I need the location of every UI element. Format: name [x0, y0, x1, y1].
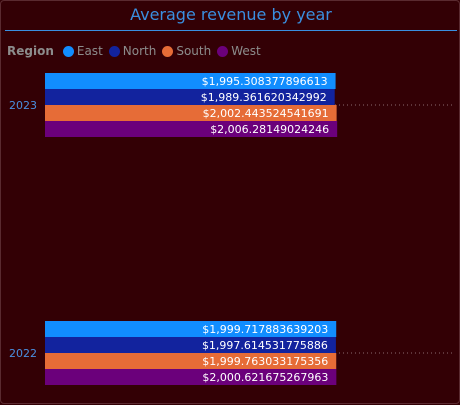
legend-label-east: East — [76, 44, 103, 58]
bar-south-2022[interactable] — [45, 353, 337, 369]
category-label-2022: 2022 — [9, 347, 37, 360]
data-label-north-2023: $1,989.361620342992 — [201, 91, 327, 104]
category-label-2023: 2023 — [9, 99, 37, 112]
bar-west-2023[interactable] — [45, 121, 338, 137]
legend-label-north: North — [122, 44, 157, 58]
bar-west-2022[interactable] — [45, 369, 337, 385]
legend-marker-west — [217, 45, 229, 57]
bar-north-2022[interactable] — [45, 337, 336, 353]
data-label-south-2023: $2,002.443524541691 — [203, 107, 329, 120]
data-label-north-2022: $1,997.614531775886 — [202, 339, 328, 352]
legend-item-west[interactable]: West — [217, 44, 261, 58]
legend-marker-south — [162, 45, 174, 57]
bar-east-2023[interactable] — [45, 73, 336, 89]
data-label-south-2022: $1,999.763033175356 — [202, 355, 328, 368]
title-divider — [5, 30, 457, 31]
chart-title: Average revenue by year — [130, 5, 332, 24]
data-label-east-2023: $1,995.308377896613 — [202, 75, 328, 88]
legend-label-south: South — [176, 44, 212, 58]
data-label-west-2022: $2,000.621675267963 — [202, 371, 328, 384]
legend: Region East North South West — [7, 44, 267, 58]
bar-north-2023[interactable] — [45, 89, 335, 105]
data-label-east-2022: $1,999.717883639203 — [202, 323, 328, 336]
bar-east-2022[interactable] — [45, 321, 337, 337]
legend-item-east[interactable]: East — [62, 44, 103, 58]
bar-south-2023[interactable] — [45, 105, 337, 121]
legend-label-west: West — [231, 44, 261, 58]
legend-marker-east — [62, 45, 74, 57]
legend-item-south[interactable]: South — [162, 44, 211, 58]
legend-marker-north — [108, 45, 120, 57]
legend-title: Region — [7, 44, 54, 58]
legend-item-north[interactable]: North — [108, 44, 157, 58]
data-label-west-2023: $2,006.28149024246 — [210, 123, 329, 136]
